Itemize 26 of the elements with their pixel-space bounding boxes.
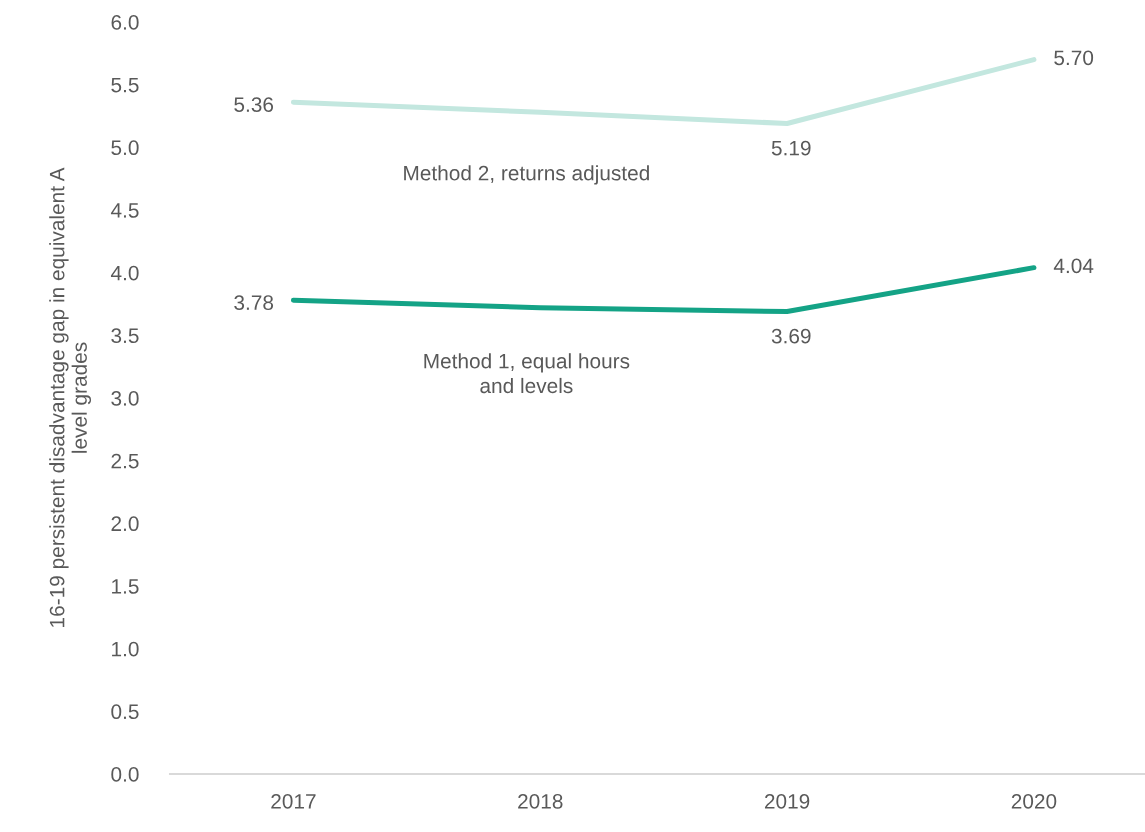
y-tick-label: 5.0 (111, 140, 139, 156)
y-tick-label: 4.0 (110, 265, 139, 281)
x-tick-label: 2020 (1011, 793, 1057, 809)
y-tick-label: 0.0 (111, 767, 139, 782)
y-tick-label: 4.5 (110, 203, 139, 218)
y-tick-label: 6.0 (111, 15, 139, 30)
y-tick-label: 1.0 (112, 641, 139, 657)
text: Method 2, returns adjusted (404, 165, 649, 185)
data-label: 5.36 (234, 97, 274, 112)
data-label: 4.04 (1053, 258, 1094, 274)
x-tick-label: 2018 (518, 793, 563, 809)
y-tick-label: 0.5 (111, 704, 139, 720)
data-label: 5.19 (771, 140, 811, 156)
text: Method 1, equal hours and levels (424, 353, 630, 394)
y-axis-title: 16-19 persistent disadvantage gap in equivalent A level grades (49, 167, 92, 627)
y-tick-label: 2.5 (111, 453, 139, 469)
x-tick-label: 2017 (271, 793, 316, 809)
y-tick-label: 1.5 (112, 579, 139, 594)
data-label: 3.78 (234, 295, 274, 310)
y-tick-label: 3.0 (111, 391, 139, 406)
data-label: 5.70 (1054, 50, 1094, 66)
x-tick-label: 2019 (764, 793, 810, 809)
y-tick-label: 2.0 (111, 516, 139, 532)
data-label: 3.69 (771, 328, 811, 344)
y-tick-label: 5.5 (111, 77, 139, 93)
y-tick-label: 3.5 (111, 328, 139, 344)
